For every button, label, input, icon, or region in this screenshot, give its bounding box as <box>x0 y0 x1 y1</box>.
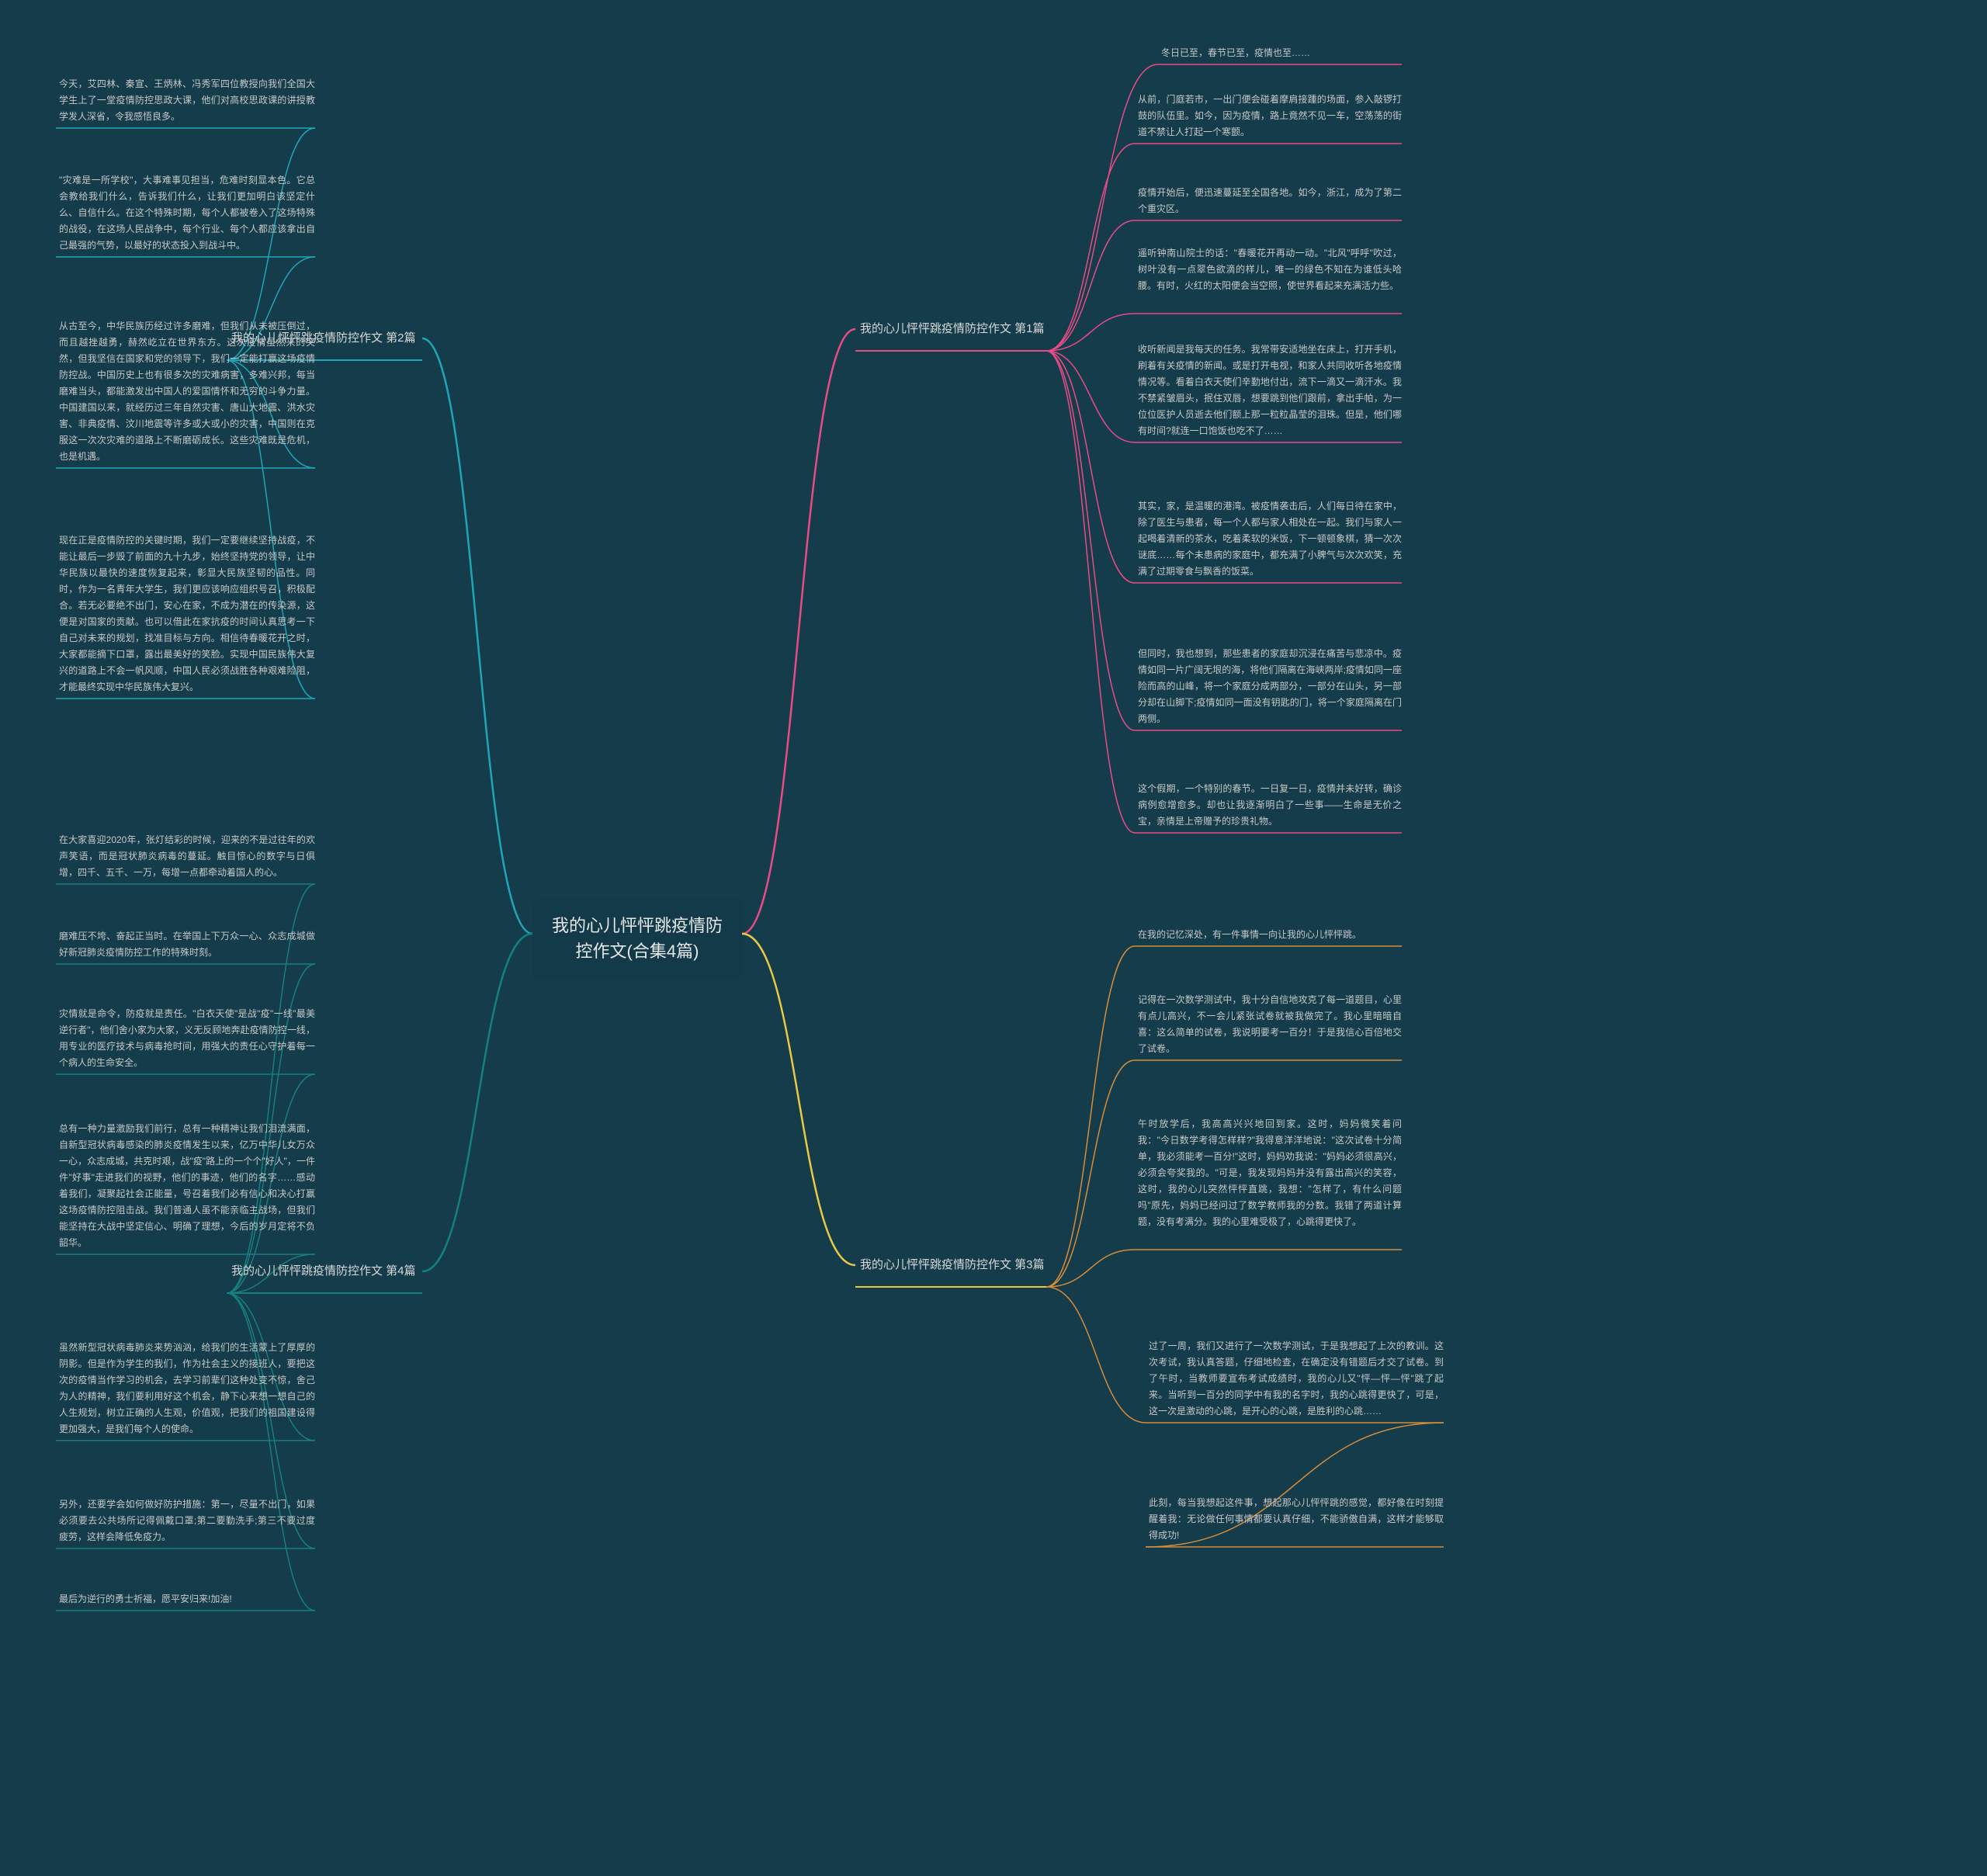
leaf-text: 此刻，每当我想起这件事，想起那心儿怦怦跳的感觉，都好像在时刻提醒着我：无论做任何… <box>1149 1495 1444 1544</box>
leaf-text: 灾情就是命令，防疫就是责任。"白衣天使"是战"疫"一线"最美逆行者"，他们舍小家… <box>59 1006 315 1071</box>
leaf-text: "灾难是一所学校"，大事难事见担当，危难时刻显本色。它总会教给我们什么，告诉我们… <box>59 172 315 254</box>
leaf-text: 另外，还要学会如何做好防护措施：第一，尽量不出门，如果必须要去公共场所记得佩戴口… <box>59 1496 315 1545</box>
leaf-text: 但同时，我也想到，那些患者的家庭却沉浸在痛苦与悲凉中。疫情如同一片广阔无垠的海，… <box>1138 646 1402 727</box>
leaf-text: 从古至今，中华民族历经过许多磨难，但我们从未被压倒过，而且越挫越勇，赫然屹立在世… <box>59 318 315 465</box>
leaf-text: 午时放学后，我高高兴兴地回到家。这时，妈妈微笑着问我："今日数学考得怎样样?"我… <box>1138 1116 1402 1230</box>
leaf-text: 最后为逆行的勇士祈福，愿平安归来!加油! <box>59 1591 315 1607</box>
leaf-text: 冬日已至，春节已至，疫情也至…… <box>1161 45 1402 61</box>
leaf-text: 在大家喜迎2020年，张灯结彩的时候，迎来的不是过往年的欢声笑语，而是冠状肺炎病… <box>59 832 315 881</box>
leaf-text: 磨难压不垮、奋起正当时。在举国上下万众一心、众志成城做好新冠肺炎疫情防控工作的特… <box>59 928 315 961</box>
leaf-text: 记得在一次数学测试中，我十分自信地攻克了每一道题目，心里有点儿高兴，不一会儿紧张… <box>1138 992 1402 1057</box>
leaf-text: 过了一周，我们又进行了一次数学测试，于是我想起了上次的教训。这次考试，我认真答题… <box>1149 1338 1444 1420</box>
branch-label-b4: 我的心儿怦怦跳疫情防控作文 第4篇 <box>231 1262 418 1278</box>
center-title: 我的心儿怦怦跳疫情防控作文(合集4篇) <box>552 916 723 961</box>
branch-label-b3: 我的心儿怦怦跳疫情防控作文 第3篇 <box>860 1256 1046 1272</box>
leaf-text: 总有一种力量激励我们前行，总有一种精神让我们泪流满面，自新型冠状病毒感染的肺炎疫… <box>59 1121 315 1251</box>
branch-label-b1: 我的心儿怦怦跳疫情防控作文 第1篇 <box>860 320 1046 336</box>
leaf-text: 其实，家，是温暖的港湾。被疫情袭击后，人们每日待在家中，除了医生与患者，每一个人… <box>1138 498 1402 580</box>
leaf-text: 疫情开始后，便迅速蔓延至全国各地。如今，浙江，成为了第二个重灾区。 <box>1138 185 1402 217</box>
leaf-text: 今天，艾四林、秦宣、王炳林、冯秀军四位教授向我们全国大学生上了一堂疫情防控思政大… <box>59 76 315 125</box>
leaf-text: 收听新闻是我每天的任务。我常带安适地坐在床上，打开手机，刷着有关疫情的新闻。或是… <box>1138 342 1402 439</box>
leaf-text: 现在正是疫情防控的关键时期，我们一定要继续坚持战疫，不能让最后一步毁了前面的九十… <box>59 532 315 695</box>
leaf-text: 遥听钟南山院士的话："春暖花开再动一动。"北风"呼呼"吹过，树叶没有一点翠色欲滴… <box>1138 245 1402 294</box>
leaf-text: 在我的记忆深处，有一件事情一向让我的心儿怦怦跳。 <box>1138 927 1402 943</box>
leaf-text: 虽然新型冠状病毒肺炎来势汹汹，给我们的生活蒙上了厚厚的阴影。但是作为学生的我们，… <box>59 1340 315 1437</box>
leaf-text: 这个假期，一个特别的春节。一日复一日，疫情并未好转，确诊病例愈增愈多。却也让我逐… <box>1138 781 1402 830</box>
leaf-text: 从前，门庭若市，一出门便会碰着摩肩接踵的场面，参入敲锣打鼓的队伍里。如今，因为疫… <box>1138 92 1402 140</box>
center-node: 我的心儿怦怦跳疫情防控作文(合集4篇) <box>532 899 742 978</box>
